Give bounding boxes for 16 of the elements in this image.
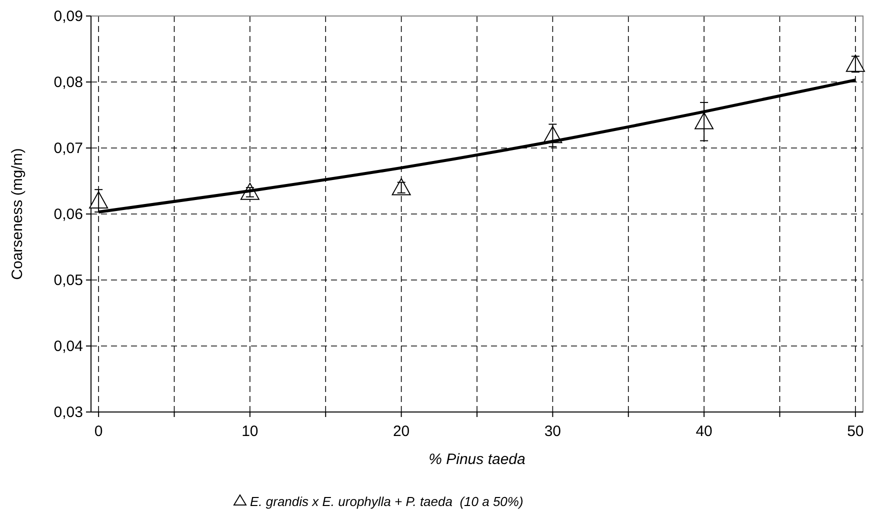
x-tick-label: 30 <box>544 423 562 440</box>
y-tick-label: 0,03 <box>54 404 83 421</box>
x-axis-title: % Pinus taeda <box>428 451 526 468</box>
x-tick-label: 0 <box>94 423 103 440</box>
y-tick-label: 0,05 <box>54 272 83 289</box>
x-tick-label: 50 <box>847 423 864 440</box>
y-tick-label: 0,09 <box>54 8 83 25</box>
y-tick-label: 0,06 <box>54 206 83 223</box>
x-tick-label: 10 <box>242 423 258 440</box>
y-tick-label: 0,08 <box>54 74 83 91</box>
x-tick-label: 40 <box>696 423 712 440</box>
x-tick-label: 20 <box>392 423 410 440</box>
y-tick-label: 0,04 <box>54 338 83 355</box>
y-tick-label: 0,07 <box>54 140 83 157</box>
legend-label: E. grandis x E. urophylla + P. taeda (10 a 50%) <box>250 494 524 509</box>
y-axis-title: Coarseness (mg/m) <box>9 148 26 280</box>
